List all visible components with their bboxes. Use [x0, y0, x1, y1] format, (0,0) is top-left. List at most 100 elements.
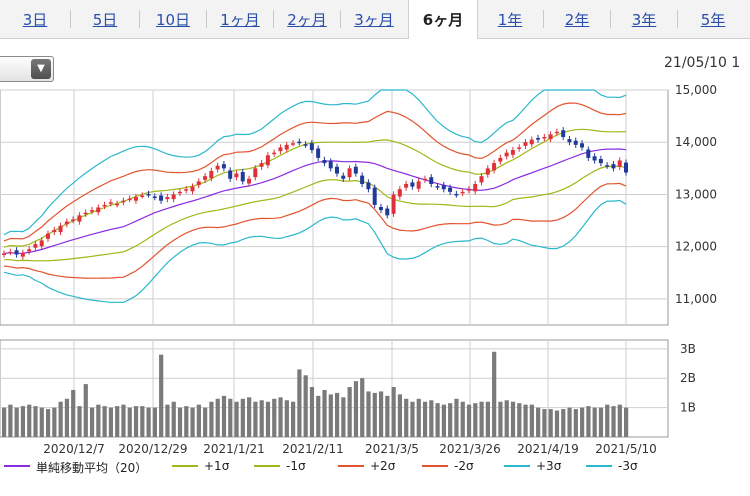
volume-tick-label: 2B	[680, 371, 696, 385]
volume-bar	[303, 375, 308, 437]
volume-bar	[8, 404, 13, 437]
volume-bar	[378, 391, 384, 437]
candle-body	[27, 249, 32, 252]
tab-3d[interactable]: 3日	[22, 11, 48, 29]
candle-body	[115, 203, 120, 206]
volume-bar	[454, 398, 459, 437]
tab-10d[interactable]: 10日	[155, 11, 191, 29]
volume-bar	[190, 407, 195, 437]
volume-bar	[611, 406, 616, 437]
volume-bar	[536, 407, 541, 437]
candle-body	[247, 178, 252, 184]
volume-bar	[385, 395, 390, 437]
candle-body	[146, 193, 151, 196]
volume-bar	[253, 401, 258, 437]
y-tick-label: 14,000	[675, 135, 717, 149]
volume-bar	[39, 407, 44, 437]
volume-bar	[561, 409, 566, 437]
candle-body	[89, 210, 94, 212]
candle-body	[184, 189, 189, 191]
volume-bar	[529, 404, 534, 437]
volume-bar	[33, 406, 38, 437]
x-tick-label: 2020/12/29	[118, 442, 187, 456]
volume-bar	[466, 404, 472, 437]
y-tick-label: 15,000	[675, 83, 717, 97]
tab-5d[interactable]: 5日	[92, 11, 118, 29]
candle-body	[140, 195, 145, 197]
volume-bar	[498, 401, 503, 437]
legend-label: +3σ	[536, 459, 562, 473]
candle-body	[121, 200, 126, 203]
candle-body	[353, 166, 358, 174]
candle-body	[479, 176, 484, 183]
y-tick-label: 12,000	[675, 240, 717, 254]
tab-1y[interactable]: 1年	[497, 11, 523, 29]
tab-5y[interactable]: 5年	[700, 11, 726, 29]
legend-swatch	[172, 465, 198, 467]
volume-bar	[152, 407, 157, 437]
tab-6m[interactable]: 6ヶ月	[408, 0, 478, 39]
volume-bar	[272, 398, 277, 437]
plus1sigma-line	[3, 128, 627, 248]
candle-body	[360, 175, 365, 184]
volume-bar	[391, 387, 396, 437]
chart-timestamp: 21/05/10 1	[664, 55, 741, 71]
period-tab-bar: 3日 5日 10日 1ヶ月 2ヶ月 3ヶ月 6ヶ月 1年 2年 3年 5年	[0, 0, 750, 39]
chart-legend: 単純移動平均（20） +1σ -1σ +2σ -2σ +3σ -3σ	[0, 457, 750, 479]
candle-body	[366, 182, 371, 190]
volume-bar	[404, 398, 409, 437]
volume-bar	[617, 404, 622, 437]
volume-bar	[485, 401, 490, 437]
candle-body	[171, 194, 176, 200]
candle-body	[510, 150, 515, 155]
candle-body	[492, 163, 497, 171]
candle-body	[265, 155, 270, 166]
candle-body	[422, 178, 427, 181]
volume-bar	[605, 404, 610, 437]
volume-bar	[460, 401, 465, 437]
candle-body	[460, 191, 465, 194]
y-tick-label: 11,000	[675, 292, 717, 306]
volume-bar	[234, 401, 239, 437]
volume-bar	[573, 409, 578, 437]
candle-body	[240, 171, 245, 182]
x-tick-label: 2021/1/21	[203, 442, 265, 456]
candle-body	[416, 181, 421, 189]
chevron-down-icon[interactable]: ▼	[31, 59, 51, 79]
tab-3y[interactable]: 3年	[631, 11, 657, 29]
candle-body	[328, 161, 333, 169]
indicator-select[interactable]: ▼	[0, 56, 54, 82]
volume-bar	[523, 404, 528, 437]
volume-bar	[228, 398, 233, 437]
candle-body	[498, 157, 503, 162]
candle-body	[152, 196, 157, 199]
candle-body	[45, 233, 50, 239]
legend-label: +2σ	[370, 459, 396, 473]
tab-3m[interactable]: 3ヶ月	[354, 11, 394, 29]
candle-body	[617, 160, 622, 167]
volume-bar	[554, 410, 560, 437]
ma20-line	[3, 148, 627, 255]
candle-body	[454, 193, 459, 196]
candle-body	[127, 198, 132, 201]
candle-body	[284, 144, 289, 150]
volume-bar	[397, 394, 403, 437]
tab-1m[interactable]: 1ヶ月	[220, 11, 260, 29]
volume-bar	[27, 404, 32, 437]
tab-2y[interactable]: 2年	[564, 11, 590, 29]
candle-body	[548, 134, 553, 140]
candle-body	[378, 206, 383, 211]
candle-body	[554, 131, 559, 134]
candle-body	[272, 152, 277, 155]
tab-2m[interactable]: 2ヶ月	[287, 11, 327, 29]
candle-body	[529, 139, 534, 145]
volume-bar	[479, 401, 484, 437]
candle-body	[52, 229, 57, 233]
volume-bar	[133, 406, 139, 437]
candle-body	[133, 197, 138, 201]
volume-bar	[347, 387, 352, 437]
volume-bar	[240, 398, 245, 437]
candle-body	[517, 147, 522, 149]
candle-body	[20, 252, 25, 257]
